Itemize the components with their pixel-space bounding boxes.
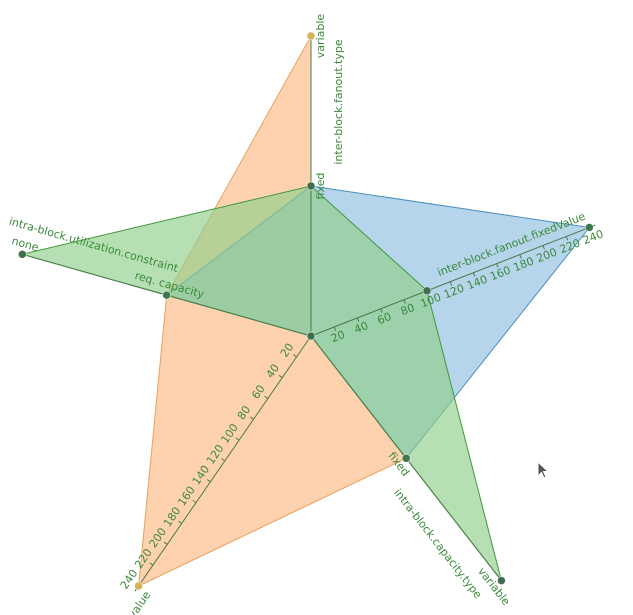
mouse-cursor-icon — [537, 461, 551, 481]
series-2-point — [307, 182, 315, 190]
series-2-point — [423, 287, 431, 295]
series-1-point — [585, 223, 593, 231]
series-2-point — [18, 250, 26, 258]
category-label: none — [10, 234, 40, 254]
series-0-point — [135, 582, 143, 590]
series-0-point — [307, 32, 315, 40]
axis-title-fanout_type: inter-block.fanout.type — [332, 39, 345, 164]
series-areas — [22, 36, 589, 586]
axis-title-capacity_value: intra-block.capacity.value — [63, 589, 154, 615]
category-label: variable — [314, 14, 327, 59]
series-1-point — [402, 454, 410, 462]
series-2-point — [497, 577, 505, 585]
series-2-point — [307, 332, 315, 340]
series-1-point — [163, 291, 171, 299]
category-label: fixed — [314, 173, 327, 200]
